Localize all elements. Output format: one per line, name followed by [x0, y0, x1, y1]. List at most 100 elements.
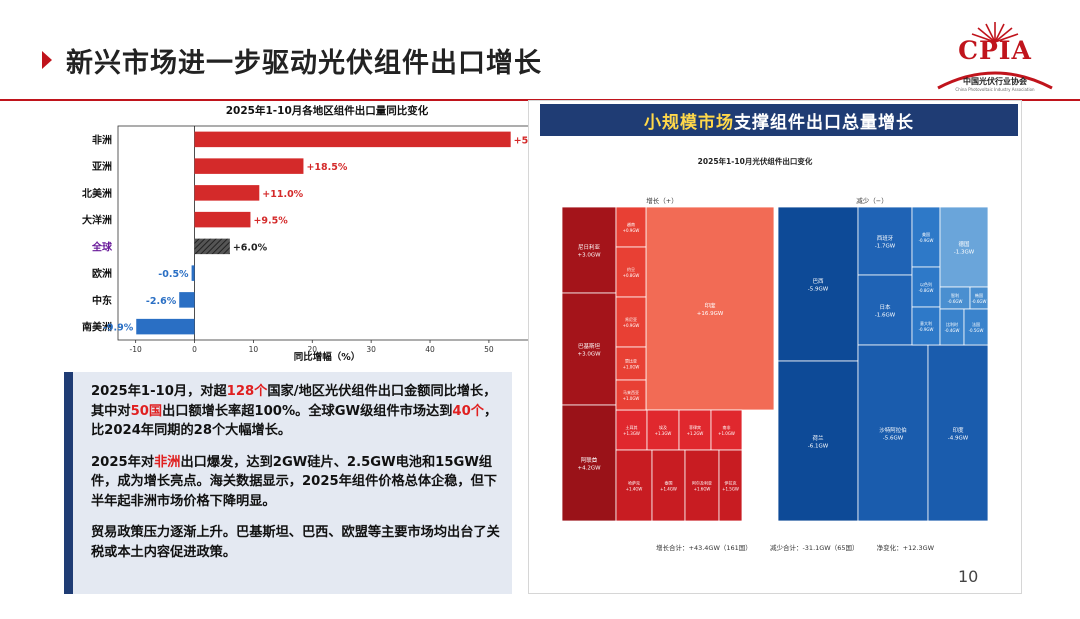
bar-大洋洲: [194, 211, 251, 228]
treemap-cell-value: +1.3GW: [655, 431, 672, 436]
treemap-cell-value: +0.9GW: [623, 323, 640, 328]
treemap-cell: [678, 409, 712, 451]
treemap-cell: [939, 308, 965, 346]
logo-subtitle: 中国光伏行业协会: [963, 77, 1027, 86]
x-tick-label: 50: [484, 345, 494, 354]
regional-bar-chart: 2025年1-10月各地区组件出口量同比变化非洲+53.7%亚洲+18.5%北美…: [82, 104, 546, 363]
footer-net-change: 净变化：+12.3GW: [876, 544, 935, 552]
treemap-cell-name: 印度: [952, 426, 964, 434]
page-title: 新兴市场进一步驱动光伏组件出口增长: [66, 47, 542, 79]
treemap-cell: [777, 206, 859, 362]
treemap-cell: [684, 449, 720, 522]
treemap-cell: [911, 206, 941, 268]
bar-非洲: [194, 131, 511, 148]
summary-paragraph-3: 贸易政策压力逐渐上升。巴基斯坦、巴西、欧盟等主要市场均出台了关税或本土内容促进政…: [91, 525, 500, 560]
treemap-cell: [911, 266, 941, 308]
treemap-cell-value: +16.9GW: [697, 311, 724, 317]
text-run: 国家/地区光伏组件出口金额同比增长，其中对: [91, 384, 497, 419]
treemap-cell-name: 南非: [723, 424, 731, 430]
treemap-cell-name: 以色列: [920, 281, 932, 287]
treemap-cell-value: +3.0GW: [577, 253, 601, 259]
treemap-cell: [963, 308, 989, 346]
treemap-cell: [615, 449, 653, 522]
treemap-cell-name: 阿联酋: [581, 456, 598, 464]
highlight-count: 128个: [226, 384, 268, 399]
treemap-cell-value: +1.0GW: [623, 396, 640, 401]
treemap-cell-name: 土耳其: [626, 424, 638, 430]
treemap-cell: [646, 409, 680, 451]
export-change-treemap: 增长（+） 减少（−） 尼日利亚 +3.0GW 巴基斯坦 +3.0GW 阿联酋 +4.2GW 印…: [561, 196, 989, 522]
banner-text: 支撑组件出口总量增长: [734, 112, 914, 133]
treemap-cell-value: +1.0GW: [718, 431, 735, 436]
summary-paragraph-2: 2025年对非洲出口爆发，达到2GW硅片、2.5GW电池和15GW组件，成为增长…: [91, 453, 500, 512]
bar-欧洲: [191, 265, 195, 281]
x-tick-label: 30: [366, 345, 376, 354]
logo-sun-icon: [937, 22, 1053, 90]
treemap-cell-value: +1.5GW: [722, 487, 739, 492]
x-axis-label: 同比增幅（%）: [294, 351, 361, 363]
treemap-cell-value: +0.9GW: [623, 228, 640, 233]
treemap-cell: [857, 344, 929, 522]
bar-亚洲: [194, 158, 304, 174]
treemap-cell-name: 泰国: [665, 480, 673, 486]
treemap-cell-name: 印度: [704, 302, 716, 310]
x-tick-label: 20: [308, 345, 318, 354]
plot-frame: [117, 125, 537, 341]
x-tick-label: -10: [130, 345, 142, 354]
treemap-cell-value: +1.4GW: [626, 487, 643, 492]
treemap-cell: [615, 246, 647, 298]
text-run: ，比2024年同期的28个大幅增长。: [91, 403, 498, 439]
treemap-cell-value: +1.4GW: [660, 487, 677, 492]
category-label: 中东: [92, 294, 112, 307]
treemap-cell: [939, 286, 971, 310]
treemap-cell-value: -0.6GW: [972, 299, 987, 304]
treemap-cell-name: 巴基斯坦: [578, 342, 601, 350]
treemap-cell: [561, 292, 617, 406]
category-label: 欧洲: [92, 267, 112, 280]
value-label: -0.5%: [158, 269, 189, 280]
footer-decrease-total: 减少合计：-31.1GW（65国）: [769, 544, 859, 552]
treemap-cell-value: +1.2GW: [687, 431, 704, 436]
treemap-cell-name: 智利: [951, 292, 959, 298]
treemap-cell-value: +1.0GW: [623, 365, 640, 370]
treemap-cell-value: +4.2GW: [577, 466, 601, 472]
treemap-cell-value: -0.8GW: [919, 288, 934, 293]
treemap-cell: [718, 449, 743, 522]
treemap-cell: [857, 274, 913, 346]
treemap-cell-name: 美国: [922, 231, 930, 237]
treemap-cell-value: -4.9GW: [948, 436, 969, 442]
bar-北美洲: [194, 185, 260, 201]
treemap-cell-name: 赞比亚: [625, 358, 637, 364]
treemap-cell: [927, 344, 989, 522]
treemap-cell-value: -1.7GW: [875, 244, 896, 250]
treemap-footer: 增长合计：+43.4GW（161国） 减少合计：-31.1GW（65国） 净变化…: [656, 542, 934, 552]
group-label-growth: 增长（+）: [646, 196, 677, 205]
treemap-cell: [777, 360, 859, 522]
treemap-cell: [615, 206, 647, 248]
treemap-cell: [615, 346, 647, 381]
treemap-cell-value: -0.6GW: [948, 299, 963, 304]
treemap-cell-name: 越南: [627, 221, 635, 227]
bar-南美洲: [136, 318, 195, 335]
treemap-cell-value: +3.0GW: [577, 352, 601, 358]
treemap-cell-name: 西班牙: [877, 234, 894, 242]
category-label: 南美洲: [82, 321, 112, 334]
bar-全球: [194, 238, 230, 255]
category-label: 大洋洲: [82, 214, 112, 227]
treemap-cell-value: -0.9GW: [919, 327, 934, 332]
highlight-count: 40个: [452, 403, 484, 419]
title-marker-icon: [42, 51, 52, 69]
group-label-decrease: 减少（−）: [856, 196, 887, 205]
value-label: +6.0%: [233, 242, 268, 253]
x-tick-label: 10: [249, 345, 259, 354]
treemap-cell-name: 法国: [972, 321, 980, 327]
banner-highlight: 小规模市场: [644, 112, 734, 133]
text-run: 出口额增长率超100%。全球GW级组件市场达到: [162, 403, 453, 419]
treemap-cell: [615, 379, 647, 411]
treemap-cell-name: 马来西亚: [623, 389, 639, 395]
summary-textbox: 2025年1-10月，对超128个国家/地区光伏组件出口金额同比增长，其中对50…: [64, 372, 512, 594]
page-number: 10: [958, 567, 979, 586]
treemap-cell-name: 埃及: [659, 424, 667, 430]
text-run: 出口爆发，达到2GW硅片、2.5GW电池和15GW组件，成为增长亮点。海关数据显…: [91, 454, 497, 509]
treemap-cell-name: 德国: [958, 240, 970, 248]
